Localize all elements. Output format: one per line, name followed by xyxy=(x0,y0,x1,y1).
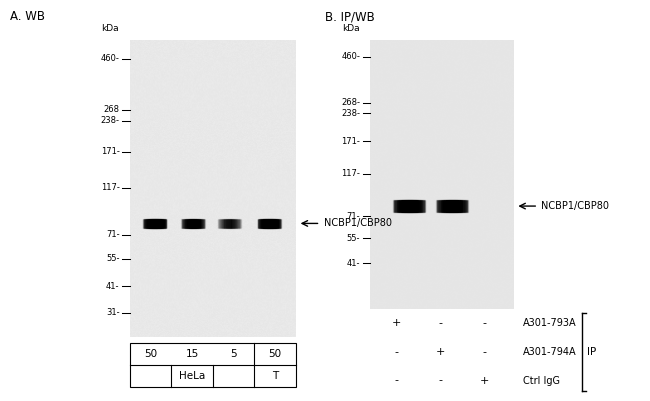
Text: -: - xyxy=(483,318,487,328)
Text: 171-: 171- xyxy=(101,147,120,156)
Text: 50: 50 xyxy=(268,349,281,359)
Text: 238-: 238- xyxy=(341,109,360,117)
Text: Ctrl IgG: Ctrl IgG xyxy=(523,376,560,385)
Text: IP: IP xyxy=(587,347,596,356)
Text: -: - xyxy=(395,347,398,356)
Text: 268: 268 xyxy=(103,105,120,114)
Text: 117-: 117- xyxy=(341,169,360,178)
Text: A301-794A: A301-794A xyxy=(523,347,577,356)
Text: 71-: 71- xyxy=(106,230,120,239)
Text: B. IP/WB: B. IP/WB xyxy=(325,10,375,23)
Text: 71-: 71- xyxy=(346,212,360,221)
Text: -: - xyxy=(439,318,443,328)
Text: 171-: 171- xyxy=(341,137,360,146)
Text: +: + xyxy=(391,318,401,328)
Text: 15: 15 xyxy=(185,349,199,359)
Text: 460-: 460- xyxy=(341,53,360,61)
Text: 460-: 460- xyxy=(101,54,120,63)
Text: 55-: 55- xyxy=(106,254,120,263)
Text: kDa: kDa xyxy=(101,24,119,33)
Text: 55-: 55- xyxy=(346,233,360,243)
Text: 238-: 238- xyxy=(101,116,120,125)
Text: 41-: 41- xyxy=(346,259,360,267)
Text: kDa: kDa xyxy=(342,24,359,33)
Text: -: - xyxy=(483,347,487,356)
Text: A301-793A: A301-793A xyxy=(523,318,577,328)
Text: 117-: 117- xyxy=(101,183,120,192)
Text: 268-: 268- xyxy=(341,99,360,107)
Text: A. WB: A. WB xyxy=(10,10,45,23)
Text: NCBP1/CBP80: NCBP1/CBP80 xyxy=(541,201,610,211)
Text: NCBP1/CBP80: NCBP1/CBP80 xyxy=(324,219,392,229)
Text: 31-: 31- xyxy=(106,308,120,317)
Text: -: - xyxy=(395,376,398,385)
Text: T: T xyxy=(272,371,278,381)
Text: +: + xyxy=(436,347,445,356)
Text: 50: 50 xyxy=(144,349,157,359)
Text: +: + xyxy=(480,376,489,385)
Text: -: - xyxy=(439,376,443,385)
Text: 5: 5 xyxy=(230,349,237,359)
Text: 41-: 41- xyxy=(106,282,120,291)
Text: HeLa: HeLa xyxy=(179,371,205,381)
